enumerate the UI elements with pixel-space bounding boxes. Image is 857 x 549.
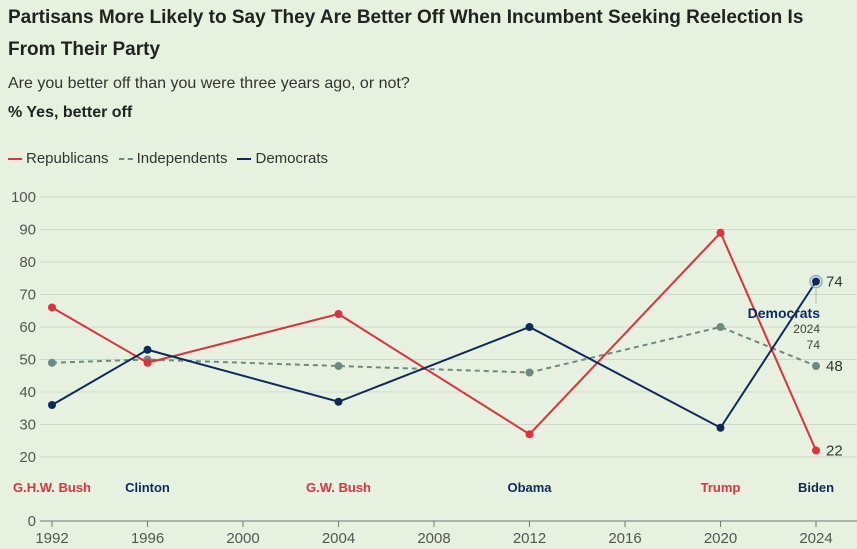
legend-item-democrats[interactable]: Democrats (237, 150, 328, 167)
y-tick-label: 70 (19, 287, 36, 304)
y-tick-label: 0 (28, 513, 36, 530)
legend-label-republicans: Republicans (26, 150, 109, 167)
unit-label: % Yes, better off (8, 104, 133, 121)
x-tick-label: 1996 (131, 530, 164, 547)
legend-label-independents: Independents (136, 150, 228, 167)
data-point-republicans (812, 446, 820, 455)
data-point-democrats (143, 345, 152, 354)
incumbent-label: Clinton (125, 480, 170, 495)
incumbent-label: G.W. Bush (306, 480, 371, 495)
y-tick-label: 80 (19, 254, 36, 271)
data-point-republicans (48, 303, 56, 312)
chart-title: Partisans More Likely to Say They Are Be… (8, 7, 804, 60)
legend-swatch-republicans (8, 157, 22, 160)
series-line-republicans (51, 230, 817, 451)
data-point-independents (525, 368, 534, 377)
x-tick-label: 2000 (226, 530, 259, 547)
legend: Republicans Independents Democrats (8, 150, 328, 167)
data-point-democrats (812, 277, 820, 286)
legend-item-republicans[interactable]: Republicans (8, 150, 109, 167)
y-tick-label: 50 (19, 352, 36, 369)
incumbent-label: Trump (701, 480, 741, 495)
tooltip-series: Democrats (748, 305, 821, 321)
data-point-democrats (525, 323, 534, 331)
tooltip-year: 2024 (793, 322, 820, 336)
legend-swatch-democrats (237, 157, 252, 160)
end-value-label: 22 (826, 443, 843, 460)
data-point-independents (334, 362, 343, 370)
x-tick-label: 2020 (704, 530, 737, 547)
y-tick-label: 20 (19, 449, 36, 466)
y-tick-label: 60 (19, 319, 36, 336)
x-tick-label: 2012 (513, 530, 546, 547)
y-tick-label: 100 (11, 189, 36, 206)
y-tick-label: 30 (19, 417, 36, 434)
data-point-independents (716, 323, 725, 331)
incumbent-label: G.H.W. Bush (13, 480, 91, 495)
data-point-republicans (334, 310, 343, 318)
data-point-democrats (48, 401, 56, 409)
data-point-republicans (143, 358, 152, 367)
data-point-independents (48, 358, 56, 367)
data-point-democrats (334, 397, 343, 406)
end-value-label: 48 (826, 358, 843, 375)
data-point-democrats (716, 423, 725, 432)
incumbent-label: Obama (507, 480, 552, 495)
legend-item-independents[interactable]: Independents (118, 150, 228, 167)
y-tick-label: 40 (19, 384, 36, 401)
x-tick-label: 2024 (799, 530, 832, 547)
x-tick-label: 2016 (608, 530, 641, 547)
tooltip-value: 74 (807, 338, 821, 352)
y-tick-label: 90 (19, 222, 36, 239)
data-point-republicans (716, 228, 725, 237)
x-tick-label: 1992 (35, 530, 68, 547)
legend-label-democrats: Democrats (255, 150, 329, 167)
legend-swatch-independents (118, 157, 133, 160)
data-point-independents (812, 362, 820, 370)
incumbent-label: Biden (798, 480, 834, 495)
x-tick-label: 2008 (417, 530, 450, 547)
chart-subtitle: Are you better off than you were three y… (8, 75, 410, 92)
series-line-independents (51, 325, 817, 374)
x-tick-label: 2004 (322, 530, 355, 547)
data-point-republicans (525, 430, 534, 439)
series-line-democrats (51, 280, 817, 430)
end-value-label: 74 (826, 274, 843, 291)
